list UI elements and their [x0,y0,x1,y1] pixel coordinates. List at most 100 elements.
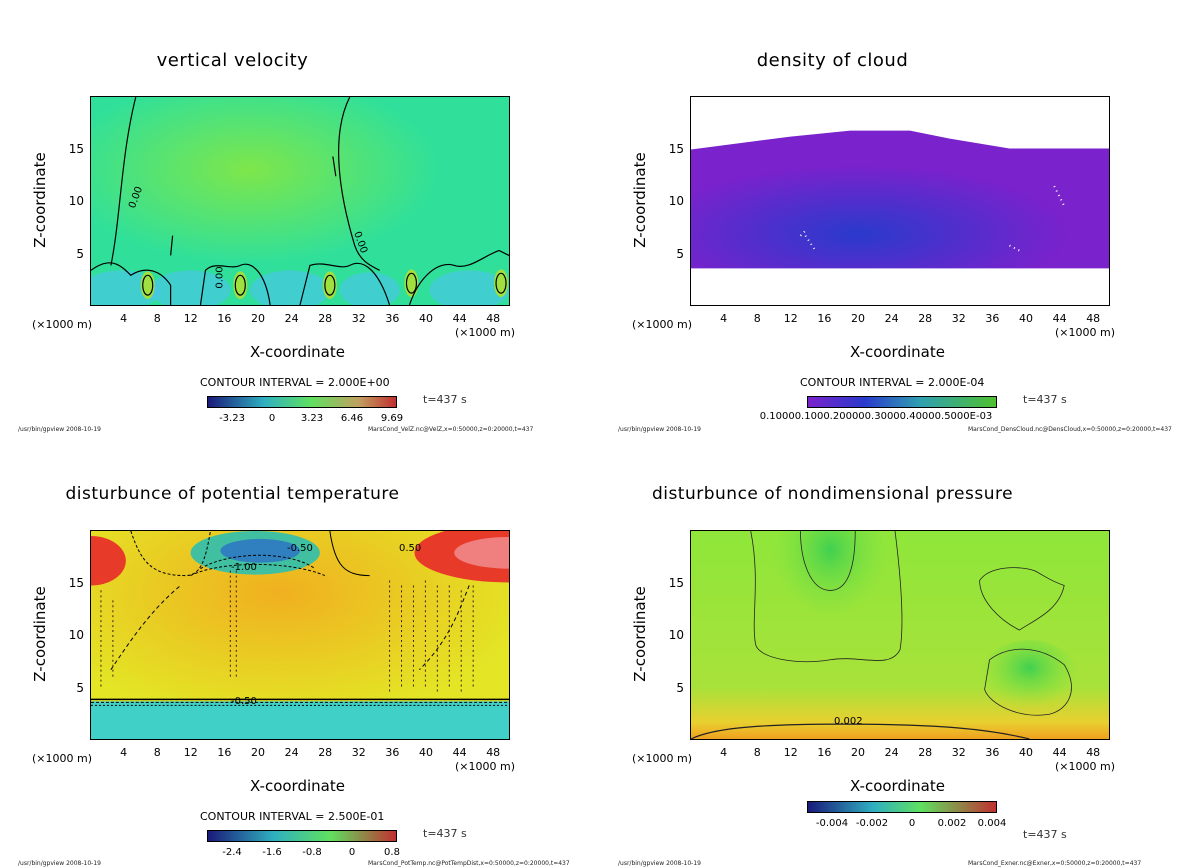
y-tick-label: 15 [68,141,84,156]
panel-nondimensional-pressure: disturbunce of nondimensional pressure 0… [600,434,1200,868]
colorbar-tick-label: 0 [348,847,356,858]
y-tick-label: 15 [668,141,684,156]
x-tick-label: 12 [183,312,198,325]
x-tick-label: 40 [1019,746,1033,759]
x-tick-label: 28 [318,746,333,759]
plot-area: 0.00 0.00 0.00 [90,96,510,306]
contour-label: -1.00 [231,562,257,573]
y-tick-label: 5 [76,246,84,261]
file-label: MarsCond_DensCloud.nc@DensCloud,x=0:5000… [968,426,1172,433]
y-tick-label: 5 [676,680,684,695]
x-tick-label: 16 [217,312,232,325]
y-tick-label: 5 [76,680,84,695]
plot-area: 0.002 [690,530,1110,740]
x-tick-label: 8 [153,746,161,759]
colorbar [807,801,997,813]
plot-area [690,96,1110,306]
x-tick-label: 44 [452,312,467,325]
x-tick-label: 36 [985,312,1000,325]
time-label: t=437 s [1023,393,1067,406]
x-tick-label: 16 [217,746,232,759]
contour-label: 0.50 [399,543,422,554]
file-label: MarsCond_VelZ.nc@VelZ,x=0:50000,z=0:2000… [368,426,534,433]
x-tick-label: 8 [753,312,761,325]
x-tick-label: 4 [120,312,128,325]
x-tick-label: 44 [1052,312,1067,325]
x-tick-label: 32 [351,746,366,759]
y-tick-label: 10 [68,194,84,208]
x-tick-label: 24 [884,312,899,325]
panel-vertical-velocity: vertical velocity [0,0,600,434]
colorbar-tick-label: -0.004 [815,818,849,829]
x-tick-label: 28 [318,312,333,325]
colorbar-tick-label: 0.004 [977,818,1007,829]
y-tick-label: 10 [668,194,684,208]
x-unit-label: (×1000 m) [1055,326,1116,339]
x-unit-label: (×1000 m) [632,318,693,331]
x-tick-label: 32 [351,312,366,325]
x-tick-label: 4 [120,746,128,759]
x-tick-label: 44 [452,746,467,759]
y-axis-label: Z-coordinate [31,586,49,682]
y-tick-label: 10 [68,628,84,642]
y-tick-label: 15 [68,575,84,590]
x-tick-label: 24 [884,746,899,759]
colorbar-tick-label: 0 [268,413,276,424]
colorbar-tick-label: -0.8 [302,847,322,858]
x-tick-label: 48 [1086,746,1101,759]
cloud-field [691,97,1109,305]
x-unit-label: (×1000 m) [32,752,93,765]
x-tick-label: 12 [783,746,798,759]
panel-density-of-cloud: density of cloud Z-coordinate X-coordina… [600,0,1200,434]
path-label: /usr/bin/gpview 2008-10-19 [618,860,701,867]
y-tick-label: 15 [668,575,684,590]
colorbar-tick-label: 0.002 [937,818,967,829]
x-tick-label: 32 [951,312,966,325]
colorbar [207,396,397,408]
chart-title: vertical velocity [156,50,309,71]
x-unit-label: (×1000 m) [455,760,516,773]
contour-interval: CONTOUR INTERVAL = 2.000E+00 [200,376,390,389]
colorbar [207,830,397,842]
x-axis-label: X-coordinate [250,343,345,361]
path-label: /usr/bin/gpview 2008-10-19 [618,426,701,433]
x-tick-label: 36 [385,746,400,759]
x-tick-label: 32 [951,746,966,759]
x-tick-label: 44 [1052,746,1067,759]
x-tick-label: 12 [183,746,198,759]
y-axis-label: Z-coordinate [631,586,649,682]
x-tick-label: 20 [251,312,265,325]
plot-area: -0.50 0.50 -1.00 -0.50 [90,530,510,740]
x-tick-label: 36 [385,312,400,325]
contour-label: 0.00 [214,266,226,289]
x-tick-label: 20 [251,746,265,759]
chart-title: density of cloud [756,50,909,71]
path-label: /usr/bin/gpview 2008-10-19 [18,426,101,433]
x-axis-label: X-coordinate [850,343,945,361]
x-unit-label: (×1000 m) [1055,760,1116,773]
x-tick-label: 48 [1086,312,1101,325]
x-unit-label: (×1000 m) [455,326,516,339]
contour-label: 0.002 [834,716,863,727]
pressure-field [691,531,1109,739]
y-tick-label: 5 [676,246,684,261]
x-tick-label: 24 [284,746,299,759]
x-unit-label: (×1000 m) [632,752,693,765]
colorbar-tick-label: 3.23 [300,413,324,424]
x-tick-label: 40 [1019,312,1033,325]
x-tick-label: 4 [720,312,728,325]
path-label: /usr/bin/gpview 2008-10-19 [18,860,101,867]
x-tick-label: 4 [720,746,728,759]
x-tick-label: 8 [153,312,161,325]
colorbar-tick-label: 0.8 [384,847,400,858]
contour-interval: CONTOUR INTERVAL = 2.000E-04 [800,376,985,389]
contour-label: -0.50 [231,696,257,707]
x-tick-label: 40 [419,746,433,759]
time-label: t=437 s [423,393,467,406]
x-tick-label: 36 [985,746,1000,759]
colorbar-tick-label: -3.23 [219,413,245,424]
colorbar-tick-label: 0 [908,818,916,829]
y-axis-label: Z-coordinate [631,152,649,248]
contour-interval: CONTOUR INTERVAL = 2.500E-01 [200,810,385,823]
x-tick-label: 28 [918,312,933,325]
